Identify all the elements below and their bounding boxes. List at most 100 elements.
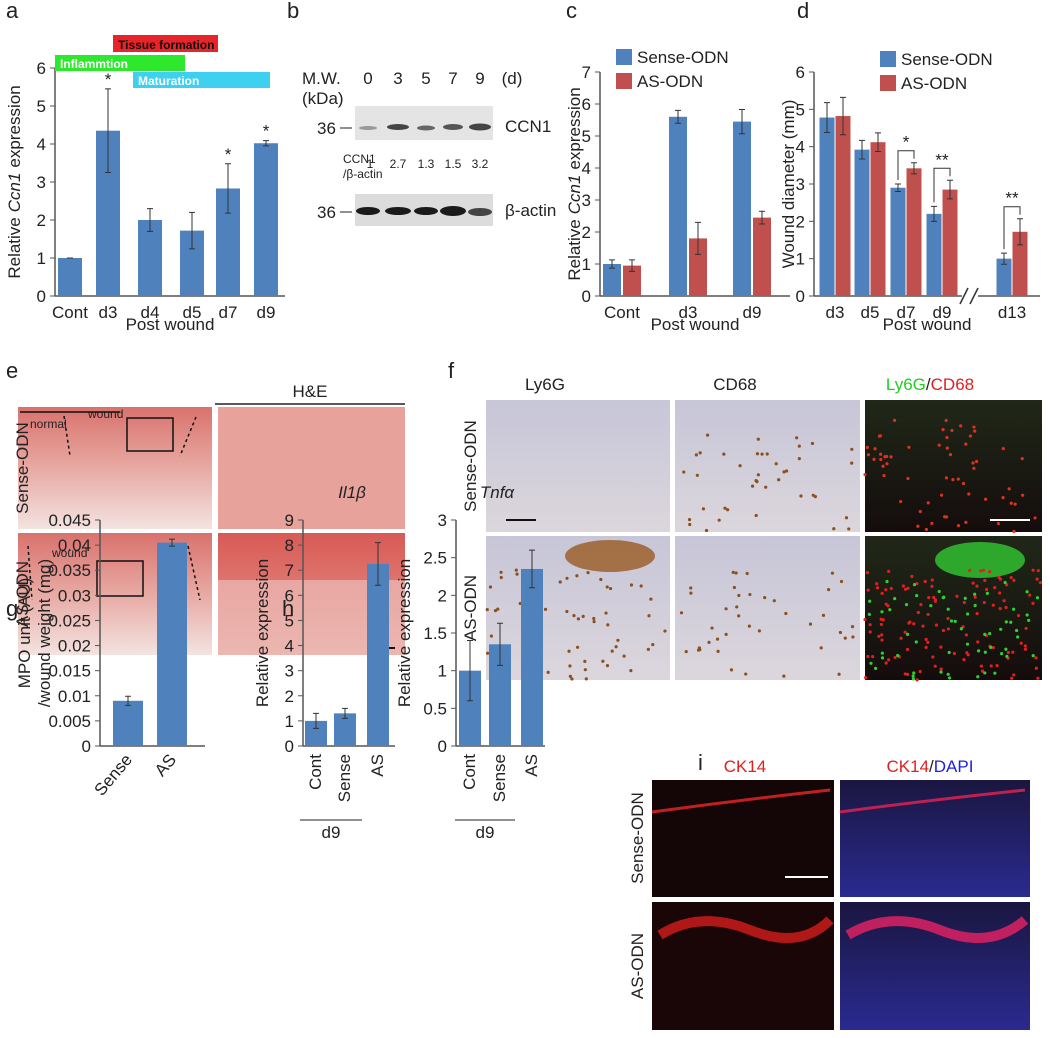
stain: Ly6G — [886, 375, 926, 394]
cell-dot — [639, 584, 643, 588]
cell-dot — [830, 571, 835, 575]
cell-dot — [972, 425, 976, 429]
y-tick-label: 0.045 — [48, 511, 91, 530]
x-tick-label: d3 — [679, 303, 698, 322]
cell-dot — [956, 477, 960, 481]
x-tick-label: Sense — [91, 750, 137, 799]
cell-dot — [864, 676, 868, 680]
cell-dot — [930, 578, 934, 582]
legend-label: Sense-ODN — [637, 48, 729, 67]
mw-label: (kDa) — [302, 89, 344, 108]
ratio: 3.2 — [472, 157, 489, 171]
cell-dot — [983, 650, 987, 654]
error-bar — [105, 88, 111, 173]
error-bar — [739, 108, 745, 135]
cell-dot — [951, 478, 955, 482]
cell-dot — [879, 457, 883, 462]
cell-dot — [757, 629, 762, 633]
cell-dot — [731, 570, 735, 574]
y-tick-label: 2.5 — [423, 549, 447, 568]
cell-dot — [865, 570, 870, 575]
cell-dot — [568, 664, 572, 668]
cell-dot — [939, 493, 944, 497]
cell-dot — [937, 443, 941, 447]
cell-dot — [880, 610, 884, 614]
fluor-image — [865, 400, 1042, 532]
cell-dot — [583, 659, 587, 663]
y-axis-label: Relative expression — [395, 559, 414, 707]
x-tick-label: d13 — [998, 303, 1026, 322]
row-label: AS-ODN — [461, 575, 480, 641]
significance: ** — [1005, 189, 1019, 208]
ratio-label: CCN1 — [343, 152, 376, 166]
cell-dot — [956, 524, 961, 528]
cell-dot — [1023, 647, 1028, 651]
x-tick-label: Sense — [335, 754, 354, 802]
cell-dot — [1033, 516, 1037, 520]
cell-dot — [872, 457, 876, 462]
ratio-label: /β-actin — [343, 167, 383, 181]
cell-dot — [688, 522, 692, 527]
cell-dot — [844, 516, 849, 520]
panel-letter: g — [6, 596, 18, 621]
x-tick-label: Cont — [306, 754, 325, 790]
cell-dot — [973, 595, 977, 599]
cell-dot — [581, 614, 585, 618]
annotation: normal — [30, 417, 67, 431]
cell-dot — [914, 640, 918, 644]
column-label: Ly6G/CD68 — [886, 375, 974, 394]
y-tick-label: 0 — [82, 737, 91, 756]
cell-dot — [784, 611, 788, 616]
cell-dot — [933, 598, 938, 602]
cell-dot — [910, 574, 914, 578]
x-tick-label: Cont — [604, 303, 640, 322]
label-part: Ccn1 — [565, 175, 584, 215]
cell-dot — [941, 428, 945, 432]
y-tick-label: 3 — [285, 662, 294, 681]
cell-dot — [1036, 568, 1040, 573]
cell-dot — [939, 645, 943, 649]
cell-dot — [682, 470, 686, 474]
cell-dot — [903, 672, 907, 676]
cell-dot — [998, 607, 1002, 611]
y-tick-label: 3 — [37, 173, 46, 192]
row-label: AS-ODN — [628, 933, 647, 999]
bar — [623, 265, 641, 296]
error-bar — [342, 707, 348, 719]
y-tick-label: 1 — [796, 250, 805, 269]
x-tick-label: d7 — [897, 303, 916, 322]
stain: CK14 — [887, 757, 930, 776]
cell-dot — [493, 608, 498, 613]
cell-dot — [937, 589, 941, 594]
bar — [870, 142, 886, 296]
cell-dot — [606, 623, 610, 627]
cell-dot — [968, 568, 972, 572]
day-unit: (d) — [502, 69, 523, 88]
epidermis — [839, 788, 1026, 814]
bar — [157, 542, 187, 746]
cell-dot — [1031, 654, 1035, 658]
epidermis — [845, 916, 1029, 943]
significance: ** — [935, 150, 949, 169]
cell-dot — [1020, 456, 1024, 461]
cell-dot — [905, 647, 910, 652]
cell-dot — [726, 508, 730, 512]
cell-dot — [973, 592, 977, 596]
cell-dot — [799, 494, 803, 498]
cell-dot — [918, 669, 922, 674]
cell-dot — [784, 469, 789, 473]
cell-dot — [514, 568, 518, 572]
fluor-image — [652, 780, 834, 897]
group-label: d9 — [476, 823, 495, 842]
cell-dot — [877, 434, 882, 438]
cell-dot — [976, 640, 980, 644]
cell-dot — [921, 624, 925, 628]
cell-dot — [965, 642, 970, 646]
cell-dot — [923, 579, 927, 584]
cell-dot — [689, 591, 693, 595]
blot — [355, 106, 493, 140]
error-bar — [225, 163, 231, 214]
ihc-image — [675, 400, 860, 532]
cell-dot — [697, 646, 701, 650]
cell-dot — [1004, 605, 1008, 610]
